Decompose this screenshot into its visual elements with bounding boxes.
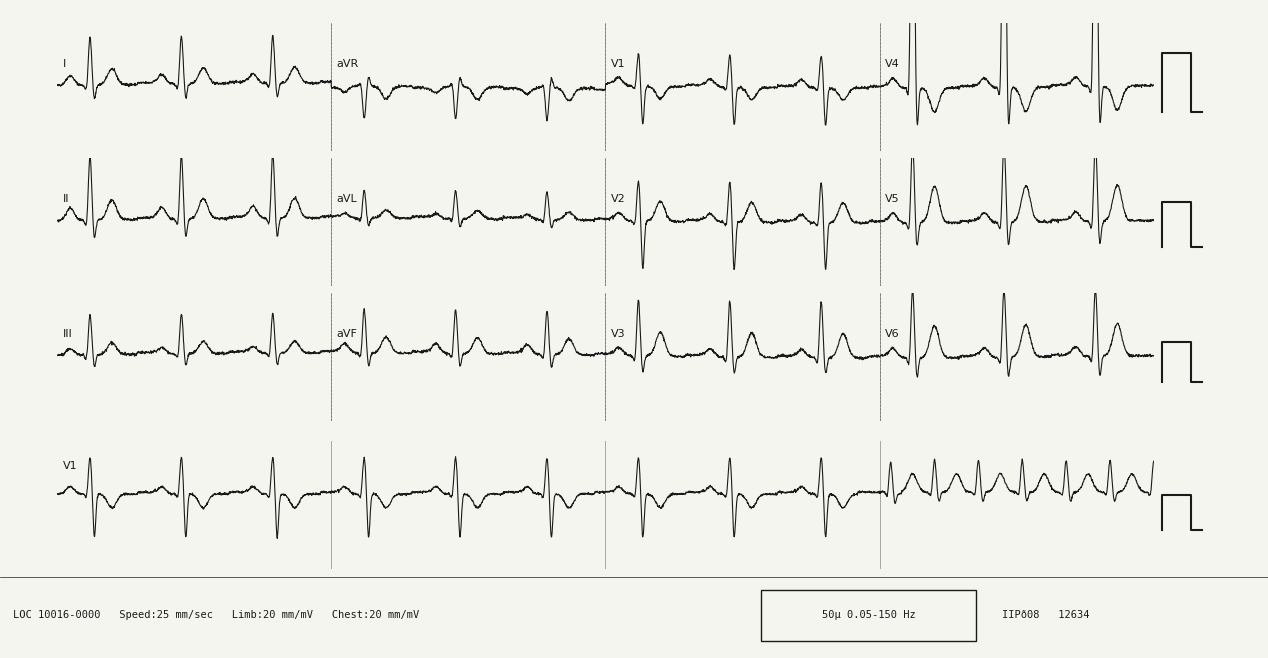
Text: aVR: aVR bbox=[337, 59, 359, 69]
Text: V2: V2 bbox=[611, 194, 625, 204]
Text: aVF: aVF bbox=[337, 329, 358, 339]
Text: V1: V1 bbox=[611, 59, 625, 69]
Text: IIPð08   12634: IIPð08 12634 bbox=[1002, 610, 1089, 620]
Text: I: I bbox=[62, 59, 66, 69]
Text: 50μ 0.05-150 Hz: 50μ 0.05-150 Hz bbox=[822, 610, 915, 620]
Text: V1: V1 bbox=[62, 461, 77, 471]
Text: aVL: aVL bbox=[337, 194, 358, 204]
Text: V5: V5 bbox=[885, 194, 900, 204]
Text: III: III bbox=[62, 329, 72, 339]
Text: LOC 10016-0000   Speed:25 mm/sec   Limb:20 mm/mV   Chest:20 mm/mV: LOC 10016-0000 Speed:25 mm/sec Limb:20 m… bbox=[13, 610, 418, 620]
FancyBboxPatch shape bbox=[761, 590, 976, 641]
Text: V4: V4 bbox=[885, 59, 900, 69]
Text: II: II bbox=[62, 194, 68, 204]
Text: V6: V6 bbox=[885, 329, 900, 339]
Text: V3: V3 bbox=[611, 329, 625, 339]
